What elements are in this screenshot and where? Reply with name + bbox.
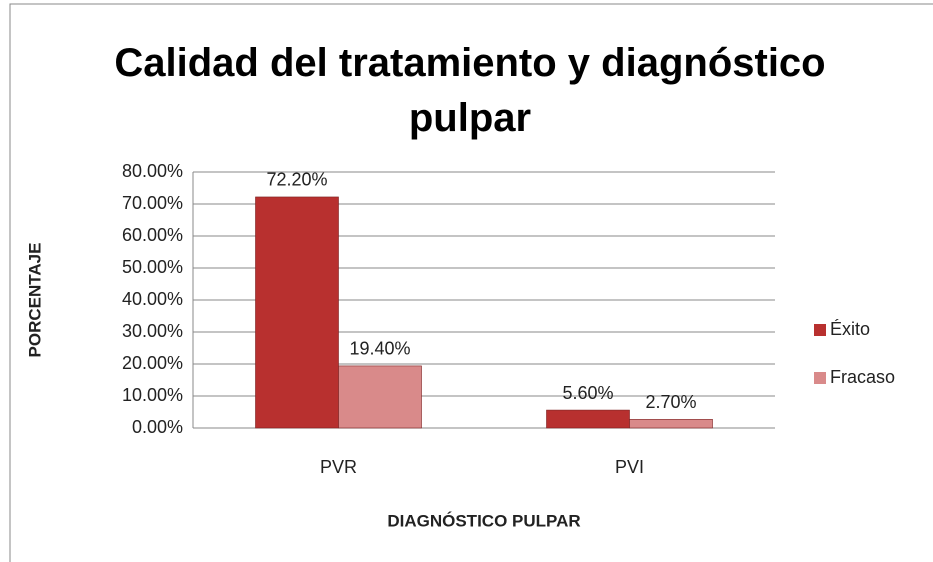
x-tick-label: PVR: [320, 457, 357, 477]
y-tick-label: 30.00%: [122, 321, 183, 341]
y-tick-label: 50.00%: [122, 257, 183, 277]
chart-frame: [9, 3, 933, 562]
x-axis-label: DIAGNÓSTICO PULPAR: [387, 511, 580, 530]
y-tick-label: 40.00%: [122, 289, 183, 309]
y-tick-label: 70.00%: [122, 193, 183, 213]
data-label: 19.40%: [349, 339, 410, 359]
legend-label: Fracaso: [830, 367, 895, 387]
data-label: 5.60%: [562, 383, 613, 403]
bar: [255, 196, 339, 429]
data-label: 72.20%: [266, 170, 327, 190]
y-tick-label: 10.00%: [122, 385, 183, 405]
legend-label: Éxito: [830, 319, 870, 339]
y-tick-label: 20.00%: [122, 353, 183, 373]
x-tick-label: PVI: [615, 457, 644, 477]
bar: [338, 365, 422, 429]
bar: [546, 409, 630, 429]
chart-title: Calidad del tratamiento y diagnóstico pu…: [114, 41, 826, 140]
y-tick-label: 60.00%: [122, 225, 183, 245]
bar: [629, 419, 713, 429]
legend-swatch: [814, 324, 826, 336]
y-tick-label: 0.00%: [132, 417, 183, 437]
y-tick-label: 80.00%: [122, 161, 183, 181]
data-label: 2.70%: [645, 392, 696, 412]
legend-swatch: [814, 372, 826, 384]
y-axis-label: PORCENTAJE: [25, 243, 44, 358]
